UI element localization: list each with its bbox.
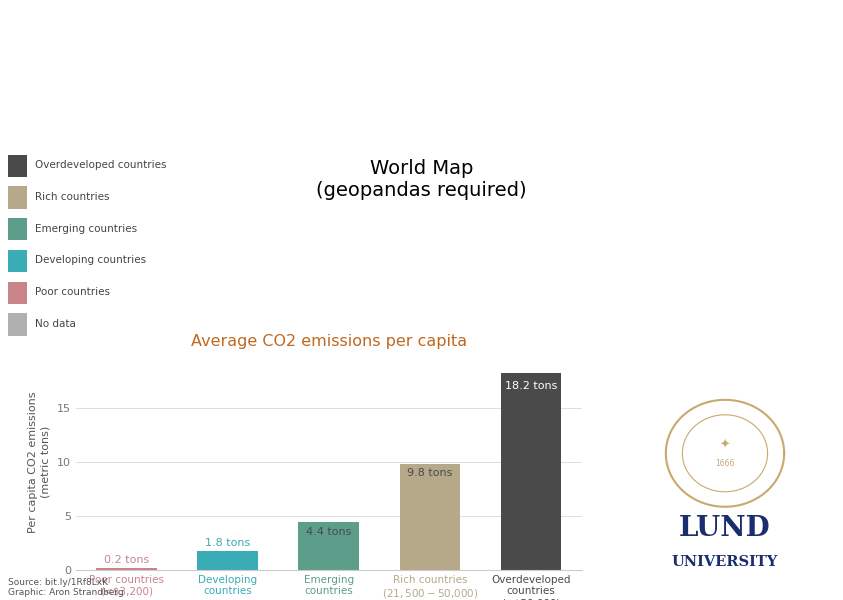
- Title: Average CO2 emissions per capita: Average CO2 emissions per capita: [191, 334, 467, 349]
- FancyBboxPatch shape: [8, 218, 27, 241]
- Text: Poor countries: Poor countries: [35, 287, 110, 297]
- Text: 4.4 tons: 4.4 tons: [306, 527, 352, 537]
- Bar: [501, 373, 561, 570]
- Bar: [298, 523, 359, 570]
- Bar: [400, 464, 460, 570]
- Bar: [197, 551, 258, 570]
- Text: No data: No data: [35, 319, 75, 329]
- FancyBboxPatch shape: [8, 313, 27, 335]
- Text: Developing countries: Developing countries: [35, 255, 146, 265]
- Text: ✦: ✦: [720, 439, 730, 452]
- Text: 0.2 tons: 0.2 tons: [104, 555, 149, 565]
- FancyBboxPatch shape: [8, 155, 27, 177]
- FancyBboxPatch shape: [8, 250, 27, 272]
- FancyBboxPatch shape: [8, 187, 27, 209]
- Text: Overdeveloped countries: Overdeveloped countries: [35, 160, 166, 170]
- Y-axis label: Per capita CO2 emissions
(metric tons): Per capita CO2 emissions (metric tons): [29, 391, 50, 533]
- Text: 1.8 tons: 1.8 tons: [205, 538, 250, 548]
- Text: 9.8 tons: 9.8 tons: [407, 469, 453, 478]
- Text: Source: bit.ly/1Rf8LxK
Graphic: Aron Strandberg: Source: bit.ly/1Rf8LxK Graphic: Aron Str…: [8, 578, 124, 597]
- FancyBboxPatch shape: [8, 281, 27, 304]
- Bar: [96, 568, 157, 570]
- Text: UNIVERSITY: UNIVERSITY: [672, 555, 778, 569]
- Text: Rich countries: Rich countries: [35, 192, 109, 202]
- Text: World Map
(geopandas required): World Map (geopandas required): [316, 160, 527, 200]
- Text: 18.2 tons: 18.2 tons: [505, 381, 557, 391]
- Text: LUND: LUND: [679, 515, 771, 542]
- Text: Emerging countries: Emerging countries: [35, 224, 137, 233]
- Text: 1666: 1666: [716, 460, 734, 469]
